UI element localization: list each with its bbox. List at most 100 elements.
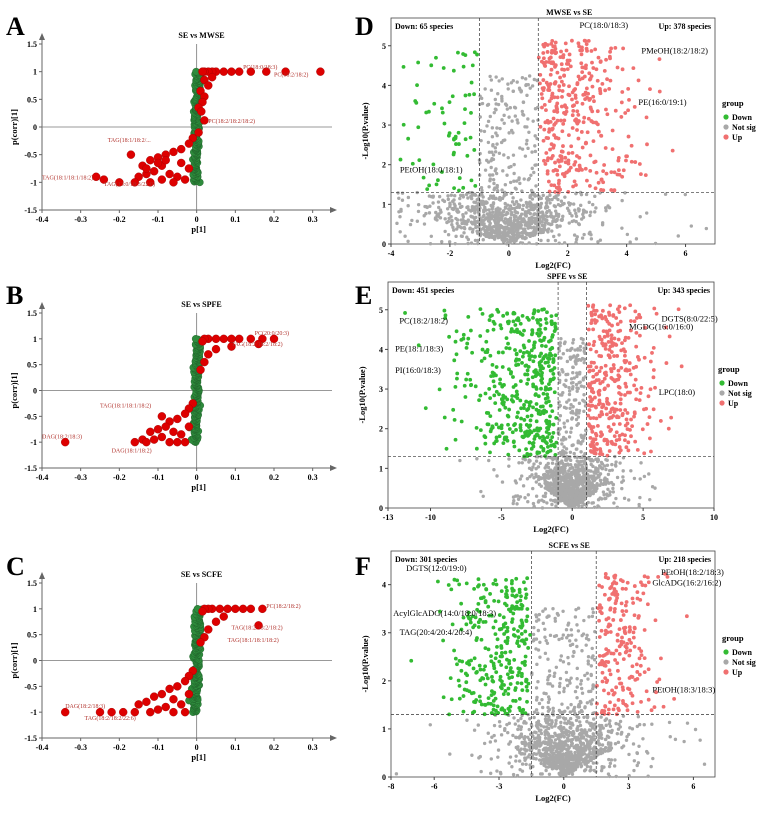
point-down — [511, 440, 516, 445]
point-down — [421, 175, 426, 180]
point-down — [553, 353, 558, 358]
point-not-sig — [457, 202, 462, 206]
point-not-sig — [576, 503, 581, 508]
point-not-sig — [498, 207, 502, 211]
point-not-sig — [472, 728, 477, 732]
point-up — [626, 108, 631, 113]
point-up — [608, 49, 612, 54]
point-down — [486, 411, 491, 415]
point-not-sig — [559, 732, 563, 737]
point-up — [581, 120, 586, 125]
point-not-sig — [557, 241, 561, 245]
y-tick-label: -0.5 — [24, 682, 37, 691]
point-not-sig — [561, 497, 566, 502]
point-not-sig — [624, 738, 629, 742]
point-significant — [198, 337, 207, 346]
point-not-sig — [512, 202, 516, 207]
point-significant — [130, 178, 140, 187]
point-not-sig — [521, 113, 526, 117]
point-not-sig — [394, 772, 399, 776]
point-up — [589, 311, 594, 316]
point-not-sig — [492, 468, 496, 472]
point-up — [595, 442, 599, 446]
point-not-sig — [551, 219, 555, 224]
point-up — [599, 133, 604, 138]
point-up — [561, 53, 566, 57]
point-not-sig — [530, 191, 535, 195]
point-not-sig — [527, 241, 531, 245]
point-up — [580, 65, 585, 70]
point-up — [553, 167, 558, 172]
point-not-sig — [571, 385, 575, 389]
point-not-sig — [494, 217, 498, 221]
point-not-sig — [498, 126, 502, 131]
point-up — [607, 449, 612, 453]
point-up — [647, 436, 652, 441]
point-not-sig — [598, 478, 603, 483]
point-up — [602, 334, 607, 339]
point-not-sig — [562, 735, 566, 739]
point-down — [501, 441, 506, 445]
point-up — [623, 393, 627, 397]
point-down — [447, 334, 452, 339]
point-up — [628, 303, 633, 308]
point-not-sig — [642, 474, 647, 479]
point-down — [474, 446, 479, 451]
point-not-sig — [585, 701, 590, 705]
point-not-sig — [682, 739, 686, 744]
point-up — [585, 130, 590, 135]
point-not-sig — [562, 241, 567, 245]
point-not-sig — [618, 461, 622, 465]
point-down — [403, 311, 407, 315]
point-not-sig — [560, 729, 564, 733]
point-not-sig — [591, 501, 595, 505]
point-up — [588, 105, 593, 110]
point-up — [566, 133, 571, 138]
point-other — [191, 335, 200, 343]
point-down — [517, 448, 522, 453]
point-significant — [262, 67, 271, 76]
point-up — [601, 188, 606, 193]
point-label: PC(18:2/18:2) — [399, 316, 448, 326]
x-axis-label: p[1] — [191, 482, 206, 492]
point-not-sig — [480, 193, 484, 197]
point-not-sig — [512, 716, 516, 720]
point-up — [637, 162, 642, 166]
point-up — [591, 437, 596, 442]
point-not-sig — [608, 490, 612, 494]
point-not-sig — [613, 741, 618, 746]
point-up — [587, 77, 592, 82]
point-up — [567, 84, 571, 89]
point-up — [559, 154, 564, 159]
point-down — [528, 400, 533, 404]
x-tick-label: -0.3 — [74, 743, 87, 752]
point-up — [594, 67, 599, 72]
legend-marker — [723, 124, 729, 130]
point-not-sig — [536, 726, 540, 730]
point-not-sig — [485, 124, 489, 128]
point-up — [592, 451, 597, 456]
point-up — [558, 75, 562, 80]
point-not-sig — [567, 435, 572, 439]
point-significant — [157, 689, 167, 699]
charts-layer: SE vs MWSE-0.4 -0.3 -0.2 -0.1 0 0.1 0.2 0.3-1.5… — [9, 8, 756, 803]
point-down — [488, 396, 493, 401]
point-not-sig — [627, 773, 631, 778]
point-up — [643, 173, 648, 178]
point-not-sig — [580, 236, 585, 240]
point-down — [525, 381, 529, 386]
point-not-sig — [415, 219, 420, 223]
point-up — [634, 387, 639, 392]
point-significant — [197, 107, 206, 116]
point-up — [588, 399, 593, 403]
point-down — [442, 415, 447, 420]
point-down — [451, 152, 456, 157]
point-up — [609, 333, 614, 338]
x-tick-label: -10 — [425, 513, 436, 522]
point-not-sig — [533, 163, 537, 167]
x-tick-label: 0.2 — [269, 473, 279, 482]
point-up — [552, 109, 557, 114]
point-down — [450, 94, 455, 99]
point-up — [541, 78, 546, 82]
